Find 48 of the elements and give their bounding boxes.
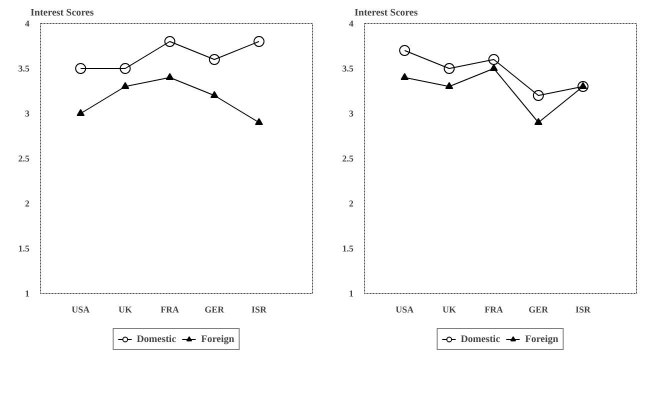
point bbox=[532, 90, 544, 101]
point bbox=[445, 82, 454, 90]
y-tick-label: 1 bbox=[349, 288, 354, 298]
point bbox=[76, 108, 85, 116]
x-tick-label: ISR bbox=[251, 304, 267, 314]
point bbox=[490, 64, 498, 72]
point bbox=[400, 72, 409, 80]
y-axis-title: Interest Scores bbox=[30, 8, 94, 18]
x-tick-label: USA bbox=[72, 304, 90, 314]
legend-label: Foreign bbox=[525, 333, 558, 345]
y-tick-label: 2 bbox=[25, 198, 30, 208]
x-tick-label: FRA bbox=[484, 304, 504, 314]
y-tick-label: 1 bbox=[25, 288, 30, 298]
x-tick-label: FRA bbox=[160, 304, 180, 314]
legend-label: Domestic bbox=[136, 333, 176, 345]
point bbox=[164, 36, 176, 47]
point bbox=[210, 90, 218, 98]
y-tick-label: 1.5 bbox=[18, 244, 30, 254]
point bbox=[208, 54, 220, 65]
point bbox=[75, 63, 86, 74]
x-tick-label: UK bbox=[118, 304, 132, 314]
y-tick-label: 3 bbox=[25, 108, 30, 118]
x-tick-label: UK bbox=[442, 304, 456, 314]
y-tick-label: 3 bbox=[349, 108, 354, 118]
y-tick-label: 2.5 bbox=[18, 154, 30, 164]
point bbox=[534, 118, 542, 126]
y-tick-label: 4 bbox=[349, 18, 354, 28]
y-tick-label: 3.5 bbox=[342, 64, 354, 74]
x-tick-label: USA bbox=[396, 304, 414, 314]
x-tick-label: ISR bbox=[575, 304, 591, 314]
y-tick-label: 2 bbox=[349, 198, 354, 208]
point bbox=[444, 63, 455, 74]
y-tick-label: 2.5 bbox=[342, 154, 354, 164]
legend-label: Domestic bbox=[460, 333, 500, 345]
point bbox=[488, 54, 500, 65]
y-tick-label: 1.5 bbox=[342, 244, 354, 254]
point bbox=[166, 72, 174, 80]
point bbox=[120, 63, 131, 74]
point bbox=[254, 118, 263, 126]
y-tick-label: 3.5 bbox=[18, 64, 30, 74]
point bbox=[399, 45, 410, 56]
point bbox=[253, 36, 264, 47]
legend-label: Foreign bbox=[201, 333, 234, 345]
y-tick-label: 4 bbox=[25, 18, 30, 28]
x-tick-label: GER bbox=[204, 304, 225, 314]
x-tick-label: GER bbox=[528, 304, 549, 314]
point bbox=[121, 82, 130, 90]
y-axis-title: Interest Scores bbox=[354, 8, 418, 18]
